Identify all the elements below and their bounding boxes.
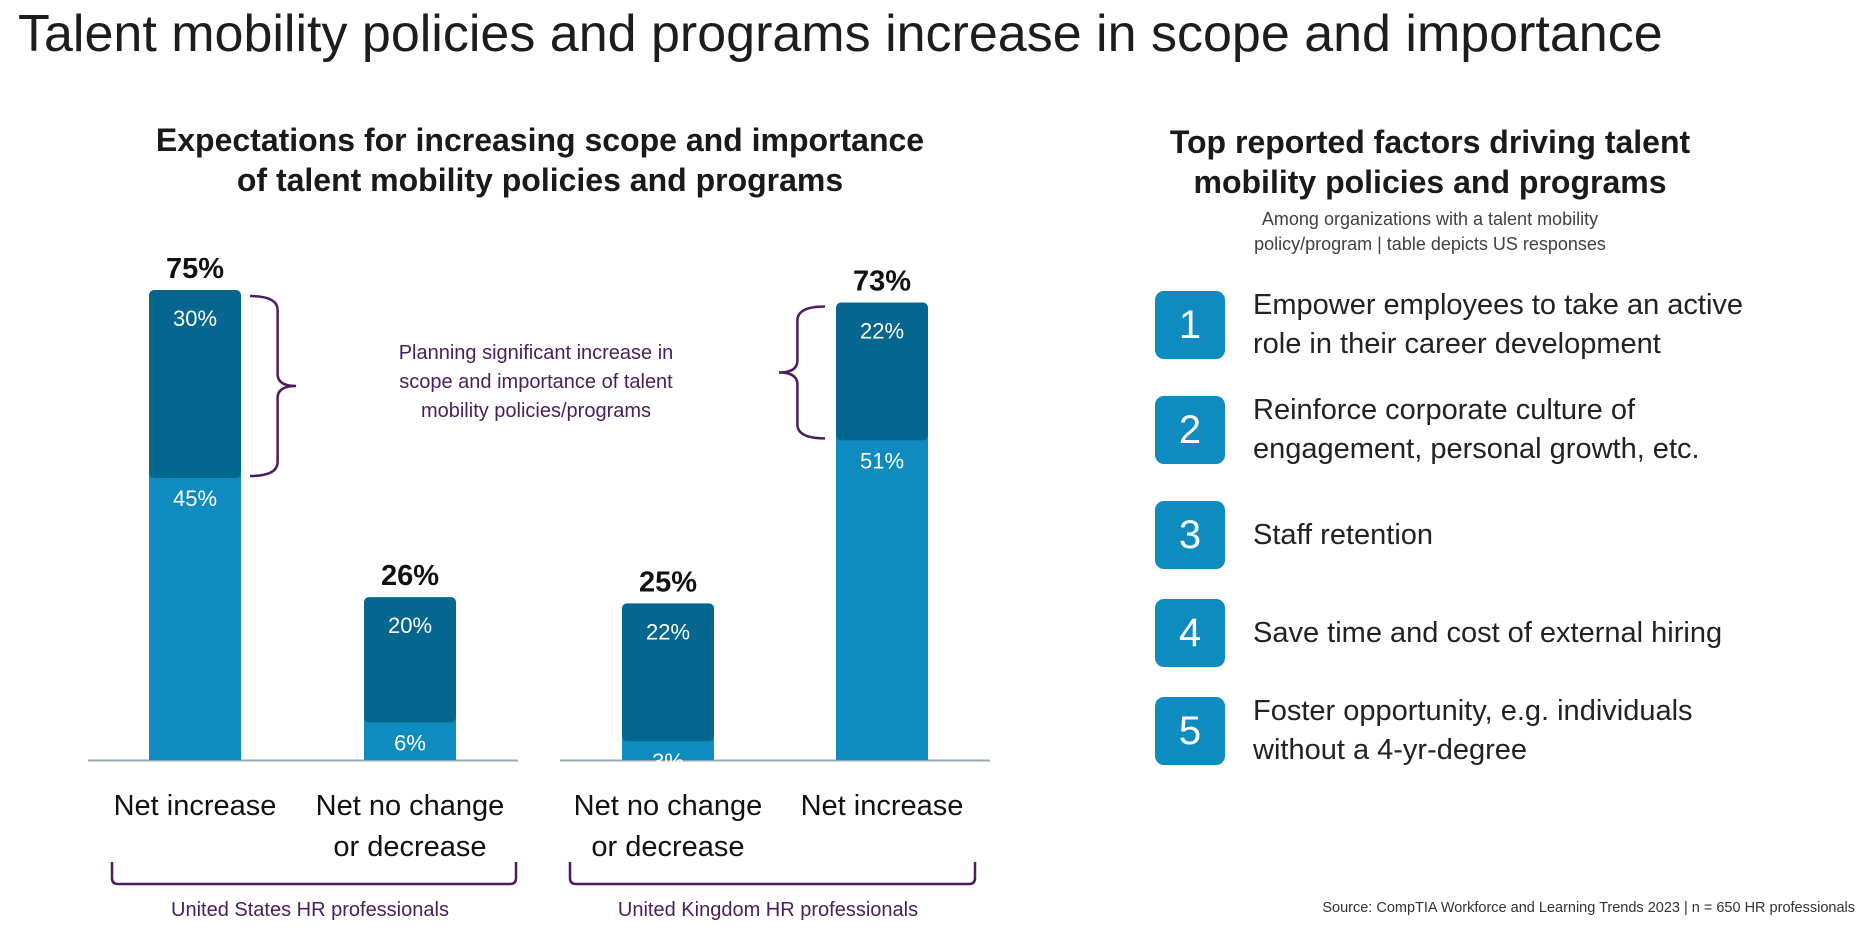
bar-total-label: 26% bbox=[381, 560, 439, 592]
factors-title: Top reported factors driving talent mobi… bbox=[1100, 122, 1760, 202]
group-bracket bbox=[568, 862, 977, 886]
bar-segment-base bbox=[622, 737, 714, 760]
category-label: Net no change bbox=[316, 790, 505, 822]
factor-text: Save time and cost of external hiring bbox=[1253, 614, 1722, 653]
factor-text-line: without a 4-yr-degree bbox=[1253, 734, 1528, 766]
bar-top-label: 22% bbox=[860, 319, 904, 344]
factor-item: 5 Foster opportunity, e.g. individuals w… bbox=[1155, 695, 1815, 766]
chart-title: Expectations for increasing scope and im… bbox=[80, 120, 1000, 200]
bar-top-label: 22% bbox=[646, 619, 690, 644]
factor-number-badge: 1 bbox=[1155, 291, 1225, 359]
category-label: Net no change bbox=[574, 790, 763, 822]
bar-segment-base bbox=[836, 436, 928, 760]
category-label: Net increase bbox=[114, 790, 277, 822]
factor-text-line: role in their career development bbox=[1253, 328, 1661, 360]
group-bracket bbox=[110, 862, 518, 886]
page-title: Talent mobility policies and programs in… bbox=[18, 5, 1663, 63]
factor-text: Reinforce corporate culture of engagemen… bbox=[1253, 391, 1700, 469]
factor-text-line: Save time and cost of external hiring bbox=[1253, 616, 1723, 649]
category-label: Net increase bbox=[801, 790, 964, 822]
factor-text-line: Foster opportunity, e.g. individuals bbox=[1253, 695, 1693, 727]
bar-top-label: 30% bbox=[173, 306, 217, 331]
factor-number-badge: 4 bbox=[1155, 599, 1225, 667]
factor-number-badge: 5 bbox=[1155, 697, 1225, 765]
significant-increase-brace bbox=[778, 305, 826, 440]
factors-subtitle: Among organizations with a talent mobili… bbox=[1190, 207, 1670, 257]
factor-item: 4 Save time and cost of external hiring bbox=[1155, 598, 1815, 668]
stacked-bar-chart: 75% 30% 45% Net increase 26% 20% 6% Net no chan… bbox=[88, 253, 990, 921]
significant-increase-brace bbox=[249, 294, 297, 478]
factors-subtitle-line: policy/program | table depicts US respon… bbox=[1254, 234, 1606, 254]
bar-base-label: 51% bbox=[860, 448, 904, 473]
factor-item: 1 Empower employees to take an active ro… bbox=[1155, 289, 1815, 360]
chart-title-line: of talent mobility policies and programs bbox=[236, 162, 844, 198]
category-label: or decrease bbox=[333, 831, 486, 863]
factor-text-line: engagement, personal growth, etc. bbox=[1253, 433, 1700, 465]
bar-total-label: 73% bbox=[853, 266, 911, 298]
factors-title-line: mobility policies and programs bbox=[1193, 164, 1667, 200]
bar-segment-top bbox=[622, 603, 714, 742]
annotation-line: Planning significant increase in bbox=[399, 342, 674, 364]
bar-total-label: 75% bbox=[166, 253, 224, 285]
factor-text-line: Empower employees to take an active bbox=[1253, 289, 1744, 321]
factor-text: Empower employees to take an active role… bbox=[1253, 286, 1743, 364]
factor-number-badge: 2 bbox=[1155, 396, 1225, 464]
chart-title-line: Expectations for increasing scope and im… bbox=[155, 122, 925, 158]
category-label: or decrease bbox=[591, 831, 744, 863]
group-label: United States HR professionals bbox=[171, 899, 449, 921]
factor-text: Foster opportunity, e.g. individuals wit… bbox=[1253, 692, 1693, 770]
bar-segment-top bbox=[149, 290, 241, 478]
bar-segment-base bbox=[149, 474, 241, 760]
factor-text: Staff retention bbox=[1253, 516, 1433, 555]
bar-base-label: 45% bbox=[173, 486, 217, 511]
factor-number-badge: 3 bbox=[1155, 501, 1225, 569]
factor-text-line: Reinforce corporate culture of bbox=[1253, 394, 1636, 426]
bar-base-label: 6% bbox=[394, 730, 426, 755]
bar-base-label: 3% bbox=[652, 749, 684, 774]
bar-segment-top bbox=[364, 597, 456, 723]
annotation-line: scope and importance of talent bbox=[399, 371, 673, 393]
bar-segment-base bbox=[364, 718, 456, 760]
bar-segment-top bbox=[836, 302, 928, 441]
source-note: Source: CompTIA Workforce and Learning T… bbox=[1322, 900, 1855, 916]
factor-text-line: Staff retention bbox=[1253, 518, 1434, 551]
annotation-line: mobility policies/programs bbox=[421, 400, 651, 422]
factor-item: 3 Staff retention bbox=[1155, 500, 1815, 570]
bar-total-label: 25% bbox=[639, 566, 697, 598]
bar-top-label: 20% bbox=[388, 613, 432, 638]
group-label: United Kingdom HR professionals bbox=[618, 899, 918, 921]
factor-item: 2 Reinforce corporate culture of engagem… bbox=[1155, 394, 1815, 465]
factors-title-line: Top reported factors driving talent bbox=[1169, 124, 1691, 160]
factors-subtitle-line: Among organizations with a talent mobili… bbox=[1261, 209, 1599, 229]
